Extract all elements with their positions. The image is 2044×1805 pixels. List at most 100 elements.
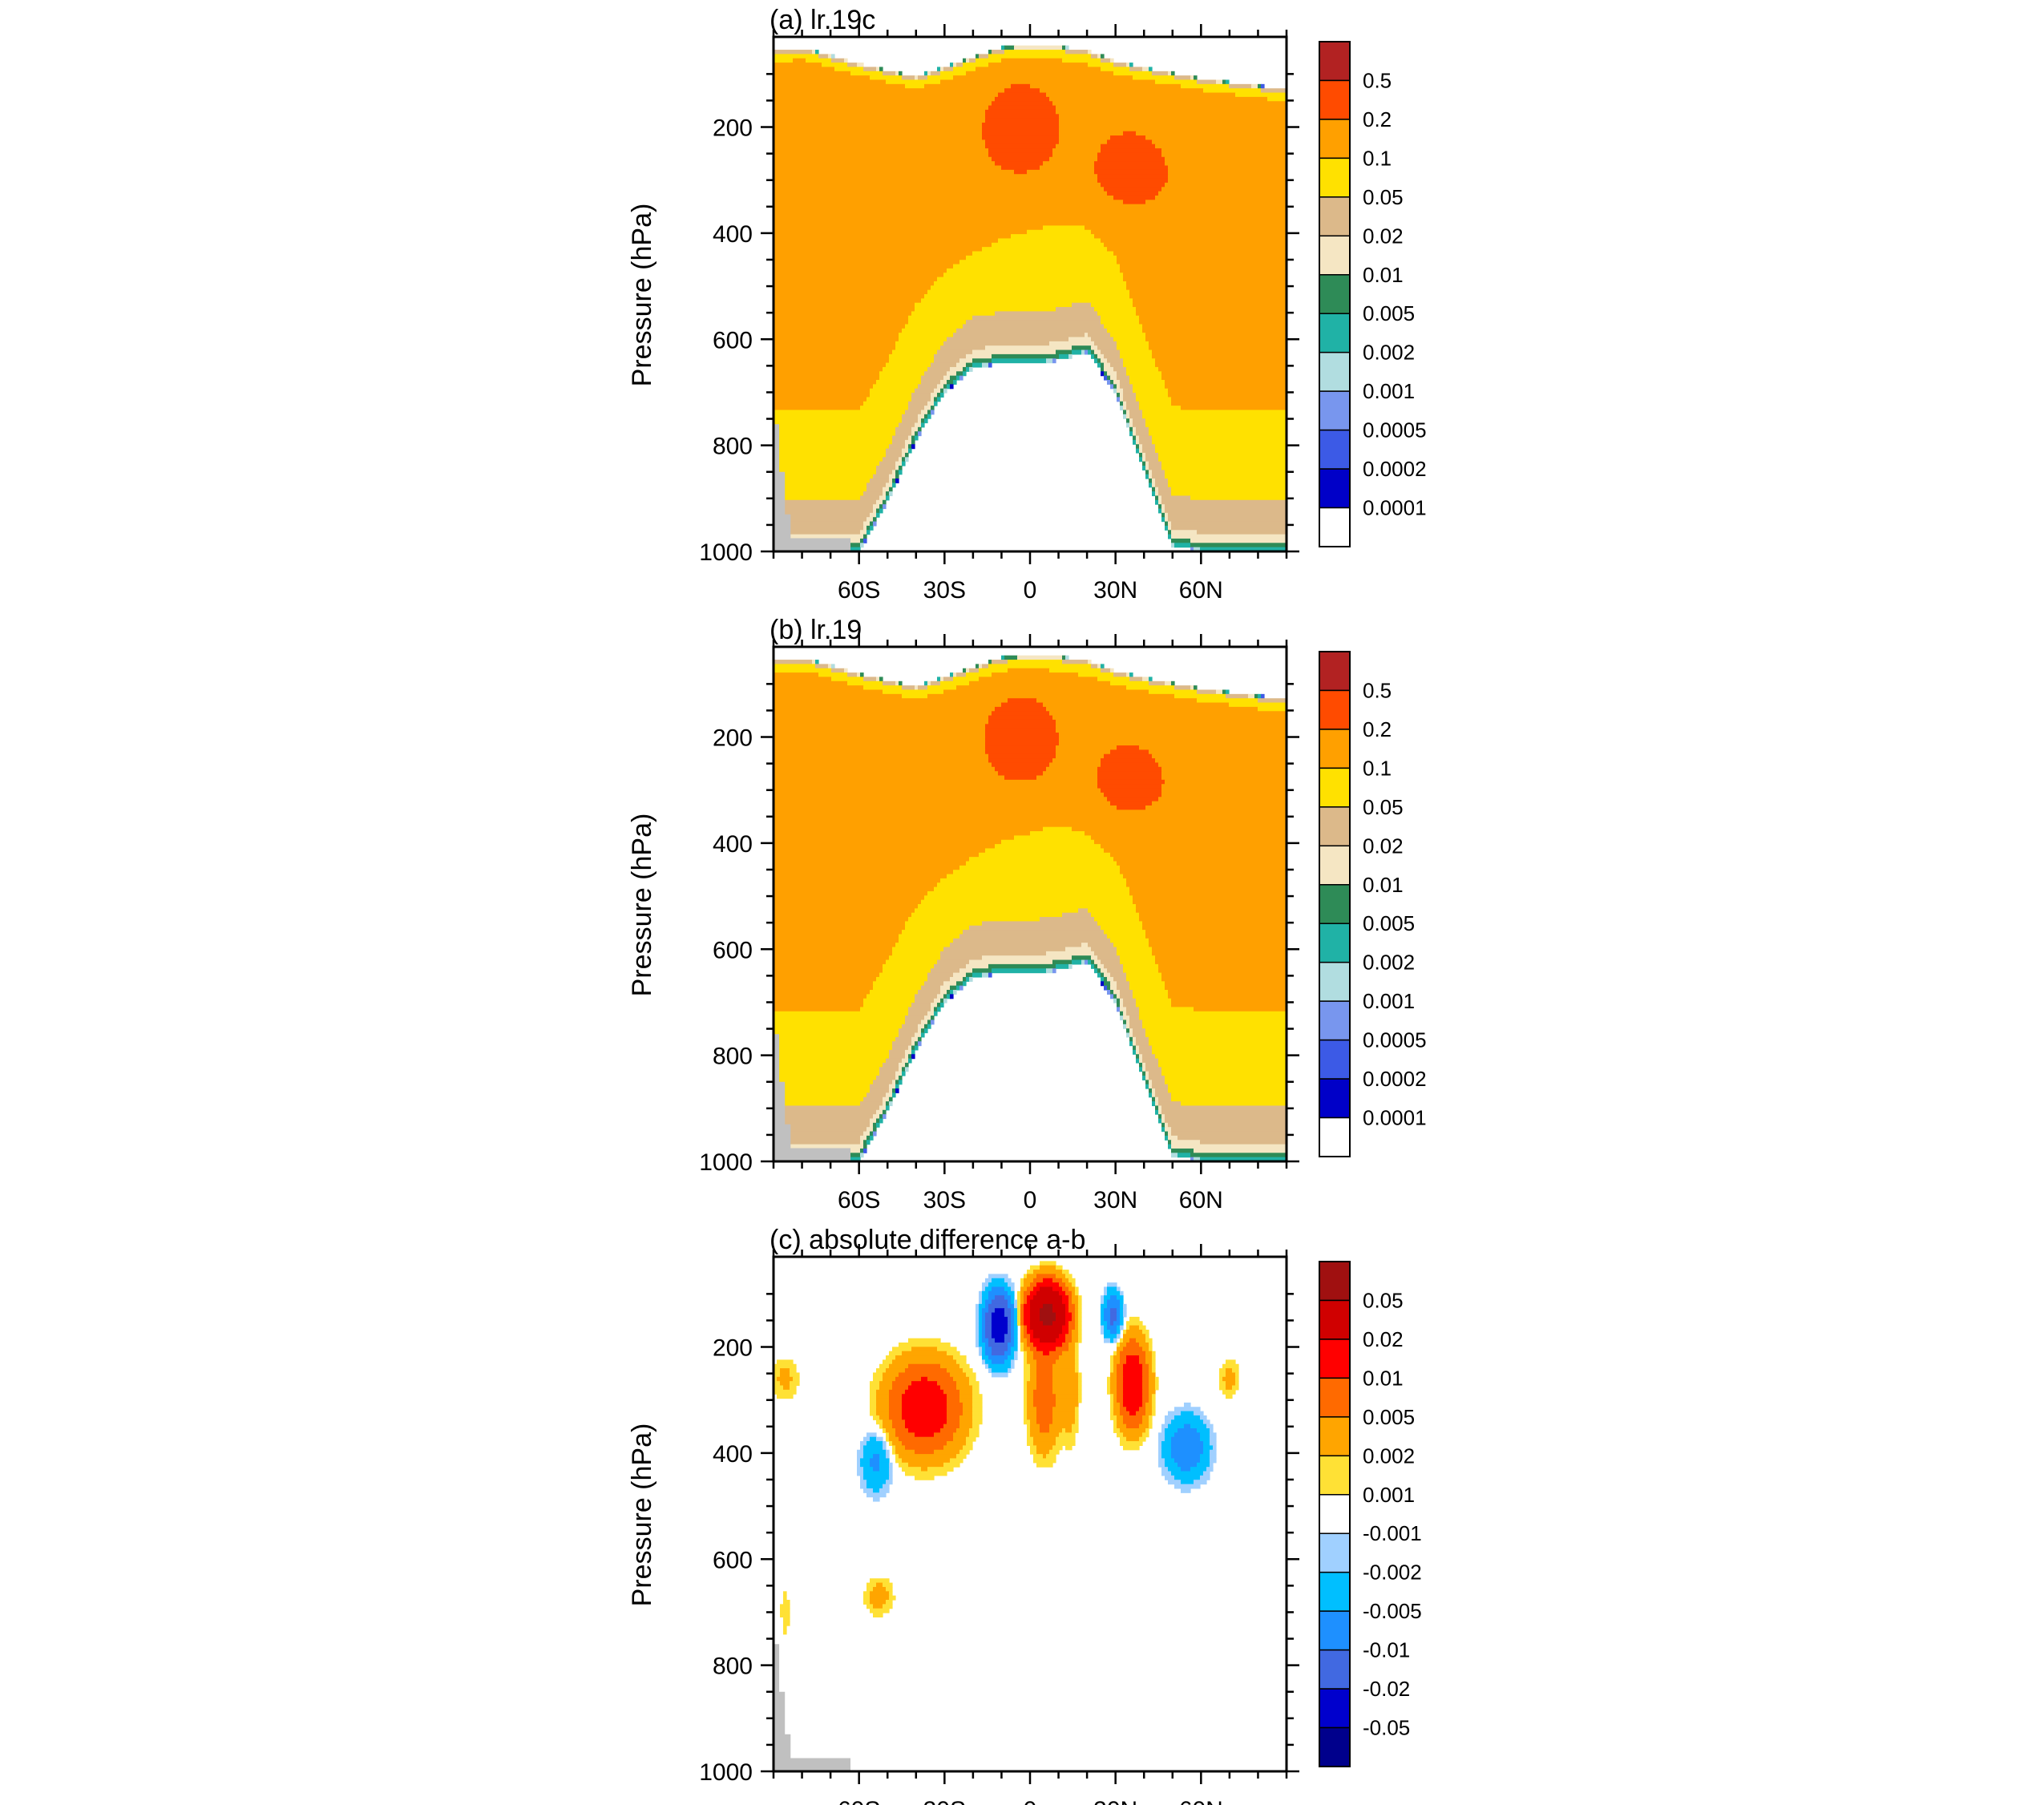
contour-cell bbox=[774, 92, 999, 98]
contour-cell bbox=[992, 50, 1005, 55]
colorbar-box bbox=[1319, 1571, 1351, 1612]
contour-cell bbox=[1120, 990, 1133, 995]
contour-cell bbox=[1024, 1316, 1031, 1322]
contour-cell bbox=[937, 676, 941, 682]
contour-cell bbox=[876, 676, 880, 682]
contour-cell bbox=[774, 1071, 880, 1076]
contour-cell bbox=[1235, 1376, 1239, 1382]
contour-cell bbox=[908, 1462, 944, 1468]
contour-cell bbox=[1036, 1368, 1053, 1374]
contour-cell bbox=[1113, 1423, 1117, 1429]
contour-cell bbox=[1049, 1351, 1063, 1356]
contour-cell bbox=[873, 517, 877, 523]
contour-cell bbox=[943, 341, 1050, 346]
contour-cell bbox=[934, 1432, 954, 1438]
contour-cell bbox=[905, 1389, 944, 1395]
contour-cell bbox=[1011, 1316, 1015, 1322]
contour-cell bbox=[1036, 1462, 1053, 1468]
contour-cell bbox=[774, 499, 877, 505]
contour-cell bbox=[1008, 660, 1063, 664]
contour-cell bbox=[1052, 358, 1056, 364]
colorbar-label: 0.002 bbox=[1363, 341, 1415, 365]
contour-cell bbox=[774, 165, 1002, 171]
contour-cell bbox=[1136, 1003, 1172, 1007]
contour-cell bbox=[774, 1020, 906, 1025]
contour-cell bbox=[774, 182, 1101, 188]
contour-cell bbox=[1030, 1347, 1037, 1352]
contour-cell bbox=[931, 968, 960, 974]
contour-cell bbox=[1123, 1445, 1140, 1451]
contour-cell bbox=[1171, 998, 1287, 1003]
contour-cell bbox=[1139, 1049, 1153, 1055]
contour-cell bbox=[1024, 1347, 1031, 1352]
x-tick-label: 0 bbox=[1024, 1187, 1037, 1213]
contour-cell bbox=[998, 92, 1047, 98]
contour-cell bbox=[1129, 414, 1143, 419]
contour-cell bbox=[1014, 1355, 1018, 1360]
contour-cell bbox=[1213, 1445, 1217, 1451]
contour-cell bbox=[1129, 1032, 1133, 1038]
contour-cell bbox=[1136, 397, 1172, 402]
contour-cell bbox=[1136, 439, 1140, 445]
contour-cell bbox=[1011, 1351, 1015, 1356]
contour-cell bbox=[1101, 1295, 1105, 1301]
contour-cell bbox=[774, 981, 874, 987]
contour-cell bbox=[1101, 358, 1108, 364]
contour-cell bbox=[992, 156, 1050, 162]
contour-cell bbox=[1065, 1303, 1069, 1309]
contour-cell bbox=[976, 1334, 980, 1339]
contour-cell bbox=[1152, 947, 1287, 952]
contour-cell bbox=[774, 216, 1287, 222]
contour-cell bbox=[924, 895, 1133, 901]
colorbar-box bbox=[1319, 1000, 1351, 1041]
colorbar-label: 0.01 bbox=[1363, 263, 1404, 287]
contour-cell bbox=[860, 1484, 867, 1489]
contour-cell bbox=[1155, 1088, 1169, 1093]
contour-cell bbox=[1046, 706, 1258, 712]
contour-cell bbox=[1068, 1295, 1072, 1301]
colorbar-label: -0.05 bbox=[1363, 1716, 1410, 1740]
contour-cell bbox=[1101, 362, 1105, 368]
contour-cell bbox=[988, 54, 1092, 59]
contour-cell bbox=[1152, 1398, 1156, 1403]
contour-cell bbox=[1056, 1436, 1076, 1442]
contour-cell bbox=[774, 672, 819, 678]
contour-cell bbox=[1056, 753, 1105, 759]
contour-cell bbox=[1027, 1423, 1031, 1429]
contour-cell bbox=[1008, 1329, 1012, 1335]
contour-cell bbox=[899, 1080, 903, 1085]
contour-cell bbox=[899, 466, 903, 470]
contour-cell bbox=[790, 1368, 797, 1374]
contour-cell bbox=[876, 1118, 880, 1124]
contour-cell bbox=[966, 58, 970, 63]
contour-cell bbox=[774, 362, 887, 368]
contour-cell bbox=[931, 393, 938, 398]
contour-cell bbox=[1036, 1449, 1050, 1455]
contour-cell bbox=[1110, 1368, 1114, 1374]
contour-cell bbox=[863, 1144, 867, 1149]
contour-cell bbox=[870, 1088, 890, 1093]
contour-cell bbox=[876, 1411, 890, 1416]
contour-cell bbox=[1017, 1299, 1021, 1305]
contour-cell bbox=[1030, 1316, 1040, 1322]
contour-cell bbox=[1024, 1312, 1031, 1318]
contour-cell bbox=[777, 1376, 794, 1382]
contour-cell bbox=[1020, 1299, 1024, 1305]
contour-cell bbox=[931, 285, 1127, 291]
contour-cell bbox=[895, 474, 899, 479]
contour-cell bbox=[889, 1407, 903, 1412]
contour-cell bbox=[1113, 1363, 1117, 1369]
contour-cell bbox=[1088, 943, 1114, 948]
contour-cell bbox=[1165, 470, 1287, 475]
contour-cell bbox=[943, 998, 947, 1003]
contour-cell bbox=[1120, 1407, 1127, 1412]
contour-cell bbox=[1017, 1303, 1021, 1309]
contour-cell bbox=[982, 1325, 986, 1331]
contour-cell bbox=[953, 333, 1085, 338]
contour-cell bbox=[879, 461, 896, 466]
contour-cell bbox=[895, 1449, 915, 1455]
contour-cell bbox=[1136, 1054, 1140, 1060]
contour-cell bbox=[1011, 1329, 1015, 1335]
contour-cell bbox=[972, 1389, 980, 1395]
contour-cell bbox=[1126, 672, 1130, 678]
